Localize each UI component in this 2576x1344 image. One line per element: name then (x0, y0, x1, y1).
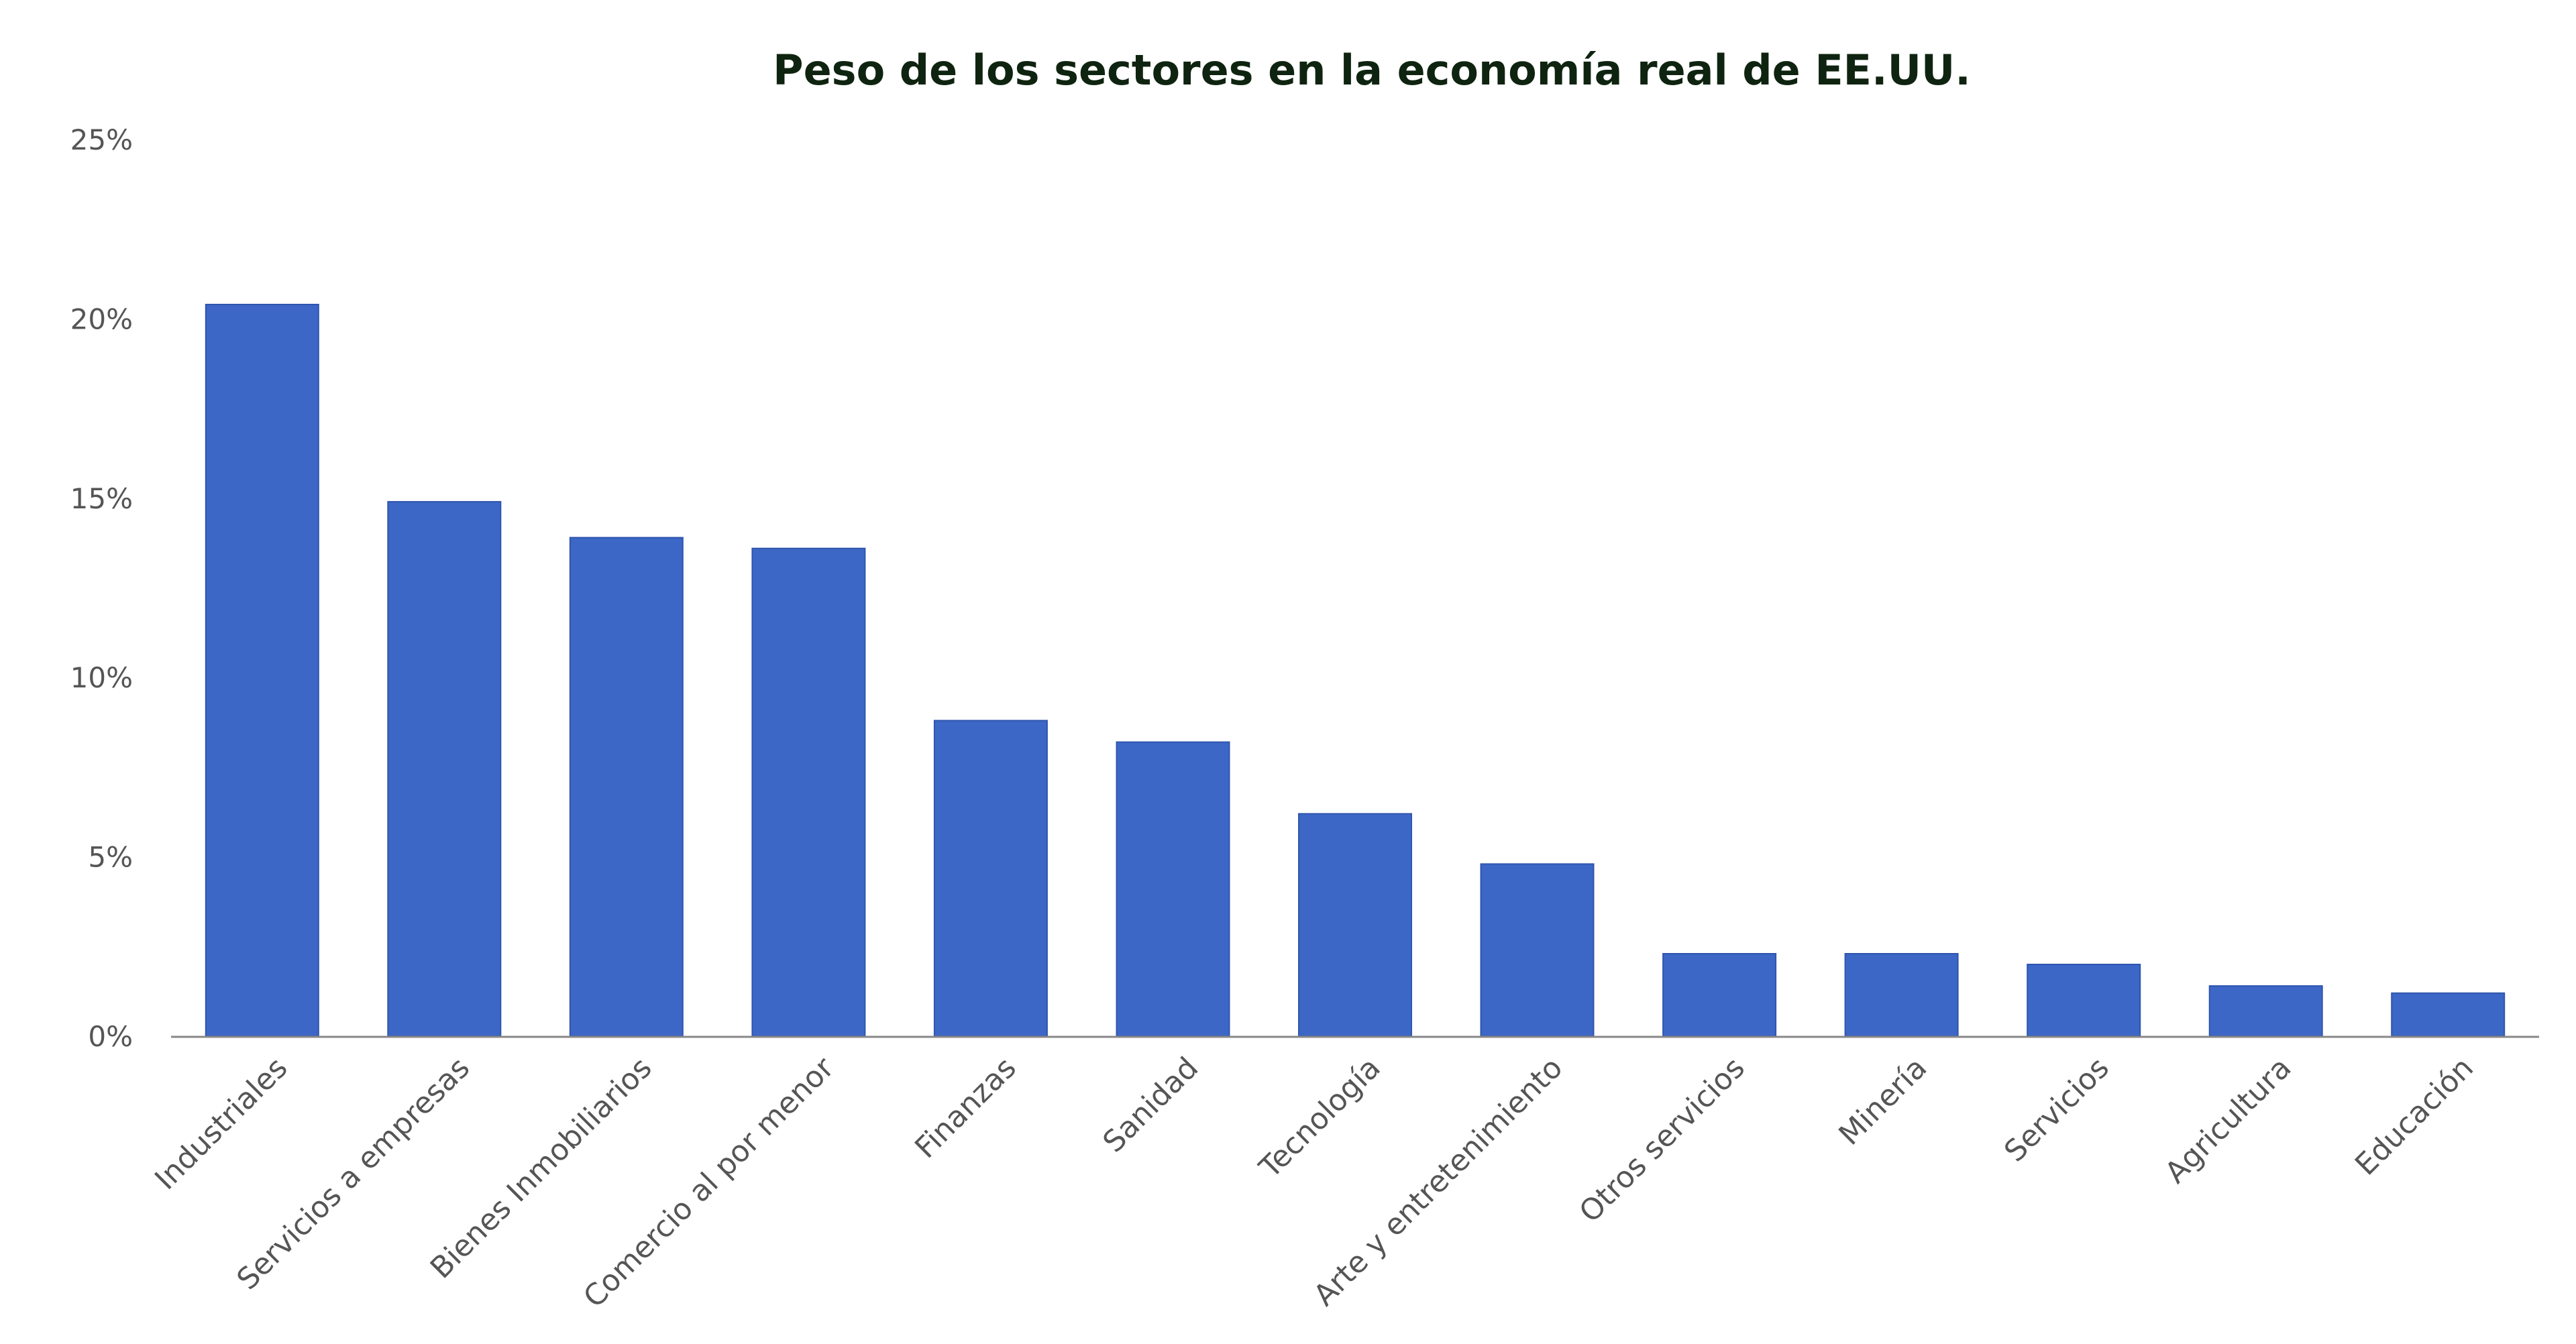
bar (2027, 964, 2141, 1037)
x-tick-label: Educación (2349, 1051, 2480, 1182)
chart-title: Peso de los sectores en la economía real… (773, 46, 1971, 95)
y-tick-label: 0% (88, 1020, 133, 1053)
bar (1480, 863, 1595, 1038)
bar (1116, 741, 1230, 1037)
x-tick-label: Finanzas (908, 1051, 1022, 1165)
x-tick-label: Industriales (148, 1051, 294, 1196)
y-axis-ticks: 0% 5% 10% 15% 20% 25% (70, 123, 133, 1053)
bar (2391, 992, 2506, 1038)
y-tick-label: 20% (70, 302, 133, 335)
bar (933, 720, 1048, 1038)
bars-group (205, 304, 2506, 1038)
x-tick-label: Tecnología (1252, 1051, 1387, 1186)
bar (751, 547, 866, 1037)
bar (387, 501, 502, 1037)
bar (2208, 985, 2323, 1037)
y-tick-label: 10% (70, 661, 133, 694)
bar (569, 537, 684, 1037)
x-tick-label: Servicios (1998, 1051, 2116, 1169)
bar (1662, 953, 1777, 1037)
y-tick-label: 25% (70, 123, 133, 156)
bar (1298, 813, 1412, 1038)
x-tick-label: Sanidad (1096, 1051, 1205, 1160)
x-tick-label: Agricultura (2159, 1051, 2298, 1190)
x-tick-label: Otros servicios (1573, 1051, 1752, 1229)
y-tick-label: 15% (70, 482, 133, 515)
bar (205, 304, 319, 1037)
bar (1844, 953, 1959, 1037)
y-tick-label: 5% (88, 841, 133, 874)
x-tick-label: Minería (1832, 1051, 1933, 1152)
